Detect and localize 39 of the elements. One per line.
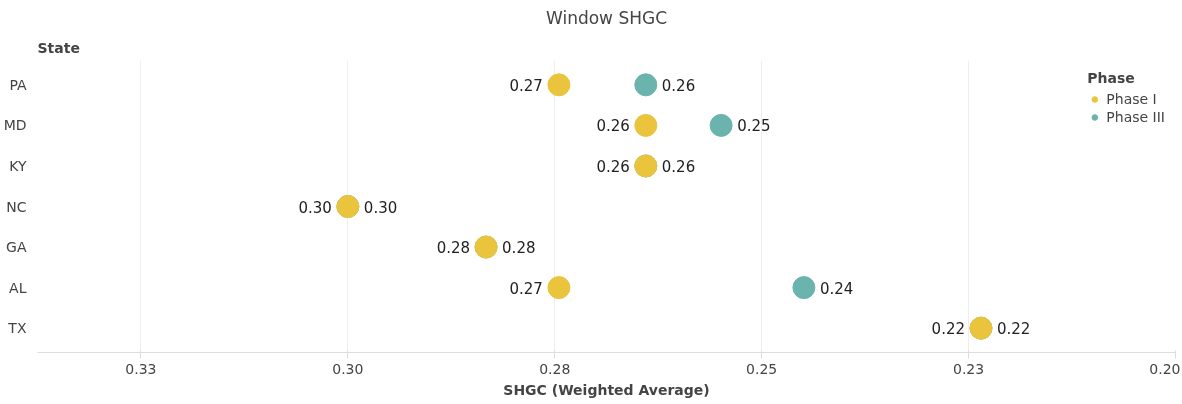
data-label: 0.28 [436,239,471,258]
legend-label: Phase I [1106,91,1157,107]
data-label: 0.30 [363,198,398,217]
y-tick-label: PA [9,76,27,93]
data-label: 0.30 [298,198,332,217]
y-tick-label: NC [6,198,27,215]
y-tick-label: TX [7,320,27,337]
y-tick-label: MD [3,117,27,134]
x-tick-label: 0.33 [125,360,157,377]
x-tick-label: 0.25 [746,360,778,377]
legend-title: Phase [1087,70,1136,86]
point [634,73,658,97]
data-label: 0.26 [661,157,696,176]
x-tick-label: 0.23 [953,360,985,377]
data-label: 0.26 [596,157,630,176]
x-tick-label: 0.28 [539,360,571,377]
data-label: 0.22 [931,320,966,339]
point [634,113,658,137]
point [547,73,571,97]
y-tick-label: GA [6,239,27,256]
chart-title: Window SHGC [545,7,668,28]
data-label: 0.28 [502,239,536,258]
data-label: 0.26 [596,117,630,136]
data-label: 0.22 [997,320,1031,339]
point [792,276,816,300]
data-label: 0.27 [509,279,543,298]
data-label: 0.25 [737,117,771,136]
data-label: 0.26 [661,76,696,95]
x-tick-label: 0.20 [1149,360,1181,377]
x-axis-title: SHGC (Weighted Average) [503,381,710,398]
y-tick-label: KY [9,157,27,174]
y-axis-title: State [37,39,80,56]
point [709,113,733,137]
data-label: 0.24 [819,279,854,298]
point [547,276,571,300]
y-tick-label: AL [9,279,27,296]
x-tick-label: 0.30 [332,360,364,377]
legend-label: Phase III [1106,109,1165,125]
data-label: 0.27 [509,76,543,95]
